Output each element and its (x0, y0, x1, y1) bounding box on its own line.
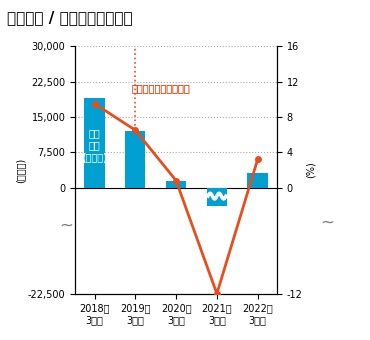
Text: 経常利益率（右目盛）: 経常利益率（右目盛） (132, 83, 191, 93)
Text: ~: ~ (320, 214, 334, 232)
Bar (84, 98, 105, 188)
Text: 経常利益率（右目盛）: 経常利益率（右目盛） (132, 83, 191, 93)
Bar (207, 188, 227, 206)
Text: 経常
利益
(左目盛): 経常 利益 (左目盛) (81, 128, 108, 163)
Bar (248, 172, 268, 188)
Bar (166, 181, 186, 188)
Y-axis label: (百万円): (百万円) (15, 157, 25, 183)
Text: 経常利益 / 経常利益率：単体: 経常利益 / 経常利益率：単体 (7, 10, 133, 25)
Y-axis label: (%): (%) (305, 162, 315, 178)
Text: ~: ~ (59, 216, 73, 234)
Bar (125, 131, 145, 188)
